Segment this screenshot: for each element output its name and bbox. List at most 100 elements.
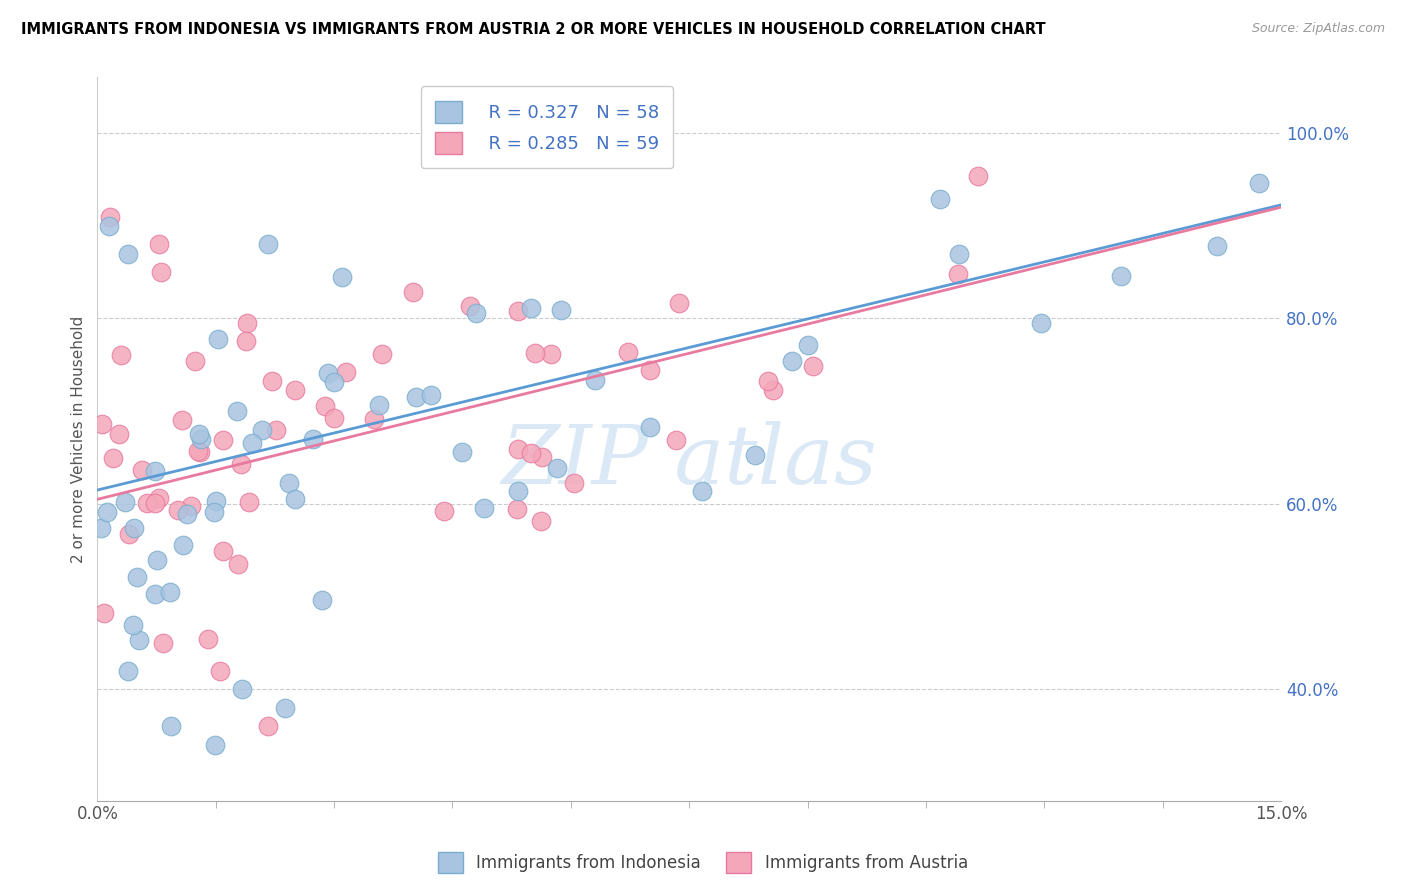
Point [583,373,606,387]
Point [402,285,425,299]
Point [638,420,661,434]
Point [146,553,169,567]
Point [284,383,307,397]
Point [432,503,454,517]
Point [148,491,170,505]
Point [257,237,280,252]
Point [101,451,124,466]
Point [465,306,488,320]
Point [97,219,120,233]
Point [524,346,547,360]
Y-axis label: 2 or more Vehicles in Household: 2 or more Vehicles in Household [72,316,86,563]
Point [929,192,952,206]
Point [231,457,253,471]
Point [190,445,212,459]
Point [520,301,543,315]
Point [266,423,288,437]
Point [159,584,181,599]
Point [330,269,353,284]
Point [212,544,235,558]
Point [744,448,766,462]
Point [122,618,145,632]
Point [152,636,174,650]
Point [335,365,357,379]
Point [262,374,284,388]
Point [148,237,170,252]
Point [762,383,785,397]
Point [190,432,212,446]
Point [209,664,232,678]
Point [668,296,690,310]
Point [150,265,173,279]
Point [143,463,166,477]
Point [179,500,201,514]
Point [323,410,346,425]
Point [96,505,118,519]
Point [235,334,257,349]
Point [948,247,970,261]
Point [238,494,260,508]
Point [274,701,297,715]
Point [616,345,638,359]
Point [125,569,148,583]
Point [1109,268,1132,283]
Point [117,664,139,678]
Point [796,338,818,352]
Point [250,423,273,437]
Point [665,434,688,448]
Point [176,507,198,521]
Point [122,521,145,535]
Point [205,493,228,508]
Point [506,483,529,498]
Point [256,719,278,733]
Text: IMMIGRANTS FROM INDONESIA VS IMMIGRANTS FROM AUSTRIA 2 OR MORE VEHICLES IN HOUSE: IMMIGRANTS FROM INDONESIA VS IMMIGRANTS … [21,22,1046,37]
Point [530,514,553,528]
Point [363,412,385,426]
Point [226,404,249,418]
Point [367,398,389,412]
Point [143,496,166,510]
Point [505,502,527,516]
Point [540,347,562,361]
Point [690,484,713,499]
Point [90,521,112,535]
Point [118,526,141,541]
Point [946,268,969,282]
Point [212,433,235,447]
Legend:   R = 0.327   N = 58,   R = 0.285   N = 59: R = 0.327 N = 58, R = 0.285 N = 59 [420,87,673,169]
Point [91,417,114,431]
Point [301,432,323,446]
Point [167,503,190,517]
Point [405,390,427,404]
Point [226,557,249,571]
Point [284,491,307,506]
Point [1249,176,1271,190]
Text: ZIP atlas: ZIP atlas [502,421,877,500]
Point [143,587,166,601]
Point [231,682,253,697]
Point [458,300,481,314]
Legend: Immigrants from Indonesia, Immigrants from Austria: Immigrants from Indonesia, Immigrants fr… [432,846,974,880]
Point [801,359,824,374]
Point [314,399,336,413]
Point [135,496,157,510]
Point [98,210,121,224]
Point [967,169,990,184]
Point [170,413,193,427]
Point [371,347,394,361]
Point [562,475,585,490]
Point [131,463,153,477]
Point [204,738,226,752]
Point [1031,316,1053,330]
Point [187,443,209,458]
Point [451,445,474,459]
Point [1205,238,1227,252]
Point [472,500,495,515]
Point [780,354,803,368]
Point [197,632,219,647]
Point [323,375,346,389]
Point [240,436,263,450]
Text: Source: ZipAtlas.com: Source: ZipAtlas.com [1251,22,1385,36]
Point [506,442,529,457]
Point [311,592,333,607]
